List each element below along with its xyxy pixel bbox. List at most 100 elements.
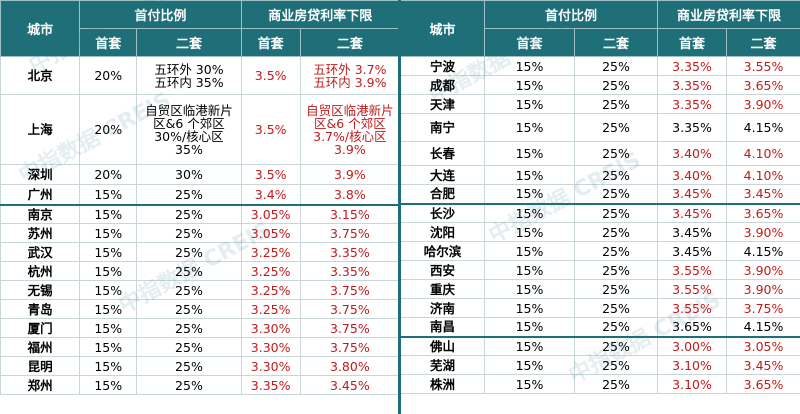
second-down-payment-cell: 25% bbox=[573, 202, 659, 223]
table-row: 哈尔滨 15% 25% 3.45% 4.15% bbox=[400, 241, 800, 261]
city-cell: 佛山 bbox=[400, 335, 485, 356]
first-rate-cell: 3.05% bbox=[240, 203, 301, 224]
second-down-payment-cell: 五环外 30% 五环内 35% bbox=[136, 56, 242, 95]
second-rate-cell: 五环外 3.7% 五环内 3.9% bbox=[299, 56, 401, 95]
city-cell: 上海 bbox=[0, 94, 81, 165]
second-rate-cell: 3.75% bbox=[299, 223, 401, 243]
second-down-payment-cell: 25% bbox=[136, 280, 242, 300]
first-down-payment-cell: 15% bbox=[484, 75, 575, 95]
table-row: 武汉 15% 25% 3.25% 3.35% bbox=[0, 242, 401, 262]
first-down-payment-cell: 15% bbox=[484, 374, 575, 394]
city-cell: 郑州 bbox=[0, 375, 81, 395]
table-row: 苏州 15% 25% 3.05% 3.75% bbox=[0, 223, 401, 243]
second-down-payment-cell: 25% bbox=[573, 260, 659, 280]
second-rate-cell: 3.45% bbox=[299, 375, 401, 395]
first-rate-cell: 3.5% bbox=[240, 56, 301, 95]
second-rate-cell: 3.9% bbox=[299, 164, 401, 185]
city-cell: 济南 bbox=[400, 298, 485, 318]
second-down-payment-cell: 自贸区临港新片区&6 个郊区 30%/核心区 35% bbox=[136, 94, 242, 165]
second-down-payment-cell: 25% bbox=[136, 242, 242, 262]
second-rate-cell: 3.8% bbox=[299, 184, 401, 205]
header-down-payment: 首付比例 bbox=[79, 0, 242, 29]
second-down-payment-cell: 25% bbox=[573, 113, 659, 142]
table-row: 福州 15% 25% 3.30% 3.75% bbox=[0, 337, 401, 357]
second-down-payment-cell: 25% bbox=[136, 223, 242, 243]
first-down-payment-cell: 15% bbox=[484, 165, 575, 185]
table-row: 重庆 15% 25% 3.55% 3.90% bbox=[400, 279, 800, 299]
first-rate-cell: 3.45% bbox=[657, 202, 728, 223]
first-rate-cell: 3.30% bbox=[240, 356, 301, 376]
second-down-payment-cell: 25% bbox=[573, 335, 659, 356]
second-down-payment-cell: 25% bbox=[573, 355, 659, 375]
first-rate-cell: 3.25% bbox=[240, 261, 301, 281]
table-row: 南宁 15% 25% 3.35% 4.15% bbox=[400, 113, 800, 142]
second-down-payment-cell: 25% bbox=[573, 141, 659, 166]
table-row: 长春 15% 25% 3.40% 4.10% bbox=[400, 141, 800, 166]
city-cell: 南昌 bbox=[400, 317, 485, 337]
first-down-payment-cell: 15% bbox=[484, 222, 575, 242]
second-down-payment-cell: 25% bbox=[573, 94, 659, 114]
first-down-payment-cell: 15% bbox=[484, 113, 575, 142]
first-down-payment-cell: 15% bbox=[79, 337, 138, 357]
second-rate-cell: 3.90% bbox=[726, 94, 800, 114]
city-cell: 北京 bbox=[0, 56, 81, 95]
city-cell: 长沙 bbox=[400, 202, 485, 223]
first-rate-cell: 3.05% bbox=[240, 223, 301, 243]
first-down-payment-cell: 15% bbox=[79, 184, 138, 205]
first-down-payment-cell: 20% bbox=[79, 94, 138, 165]
second-rate-cell: 3.35% bbox=[299, 261, 401, 281]
city-cell: 南京 bbox=[0, 203, 81, 224]
first-rate-cell: 3.30% bbox=[240, 318, 301, 338]
first-down-payment-cell: 15% bbox=[484, 241, 575, 261]
table-row: 济南 15% 25% 3.55% 3.75% bbox=[400, 298, 800, 318]
table-row: 南京 15% 25% 3.05% 3.15% bbox=[0, 203, 401, 224]
second-rate-cell: 3.90% bbox=[726, 222, 800, 242]
first-rate-cell: 3.5% bbox=[240, 94, 301, 165]
second-rate-cell: 3.65% bbox=[726, 202, 800, 223]
second-rate-cell: 4.15% bbox=[726, 241, 800, 261]
first-rate-cell: 3.35% bbox=[657, 94, 728, 114]
first-down-payment-cell: 15% bbox=[484, 317, 575, 337]
second-rate-cell: 自贸区临港新片区&6 个郊区 3.7%/核心区 3.9% bbox=[299, 94, 401, 165]
city-cell: 厦门 bbox=[0, 318, 81, 338]
second-rate-cell: 3.05% bbox=[726, 335, 800, 356]
header-second-home: 二套 bbox=[136, 28, 242, 57]
second-down-payment-cell: 25% bbox=[573, 222, 659, 242]
second-down-payment-cell: 25% bbox=[573, 184, 659, 204]
first-rate-cell: 3.4% bbox=[240, 184, 301, 205]
header-second-home: 二套 bbox=[726, 28, 800, 57]
table-row: 北京 20% 五环外 30% 五环内 35% 3.5% 五环外 3.7% 五环内 3.9… bbox=[0, 56, 401, 95]
header-first-home: 首套 bbox=[484, 28, 575, 57]
first-down-payment-cell: 15% bbox=[484, 56, 575, 76]
first-rate-cell: 3.25% bbox=[240, 280, 301, 300]
city-cell: 青岛 bbox=[0, 299, 81, 319]
second-down-payment-cell: 25% bbox=[573, 75, 659, 95]
city-cell: 昆明 bbox=[0, 356, 81, 376]
table-row: 昆明 15% 25% 3.30% 3.80% bbox=[0, 356, 401, 376]
first-down-payment-cell: 15% bbox=[79, 318, 138, 338]
first-rate-cell: 3.45% bbox=[657, 241, 728, 261]
second-rate-cell: 4.15% bbox=[726, 113, 800, 142]
first-down-payment-cell: 15% bbox=[484, 355, 575, 375]
second-down-payment-cell: 25% bbox=[136, 203, 242, 224]
city-cell: 无锡 bbox=[0, 280, 81, 300]
second-down-payment-cell: 25% bbox=[573, 165, 659, 185]
city-cell: 沈阳 bbox=[400, 222, 485, 242]
second-down-payment-cell: 25% bbox=[136, 318, 242, 338]
first-down-payment-cell: 15% bbox=[79, 375, 138, 395]
city-cell: 重庆 bbox=[400, 279, 485, 299]
second-down-payment-cell: 25% bbox=[136, 299, 242, 319]
policy-table-left: 城市 首付比例 商业房贷利率下限 首套 二套 首套 二套 北京 20% 五环外 30… bbox=[0, 0, 401, 395]
table-row: 大连 15% 25% 3.40% 4.10% bbox=[400, 165, 800, 185]
second-down-payment-cell: 25% bbox=[136, 356, 242, 376]
table-row: 杭州 15% 25% 3.25% 3.35% bbox=[0, 261, 401, 281]
table-row: 芜湖 15% 25% 3.10% 3.45% bbox=[400, 355, 800, 375]
city-cell: 芜湖 bbox=[400, 355, 485, 375]
first-rate-cell: 3.45% bbox=[657, 184, 728, 204]
city-cell: 株洲 bbox=[400, 374, 485, 394]
first-down-payment-cell: 15% bbox=[484, 184, 575, 204]
first-rate-cell: 3.45% bbox=[657, 222, 728, 242]
city-cell: 合肥 bbox=[400, 184, 485, 204]
table-row: 成都 15% 25% 3.35% 3.65% bbox=[400, 75, 800, 95]
header-rate-floor: 商业房贷利率下限 bbox=[657, 0, 800, 29]
